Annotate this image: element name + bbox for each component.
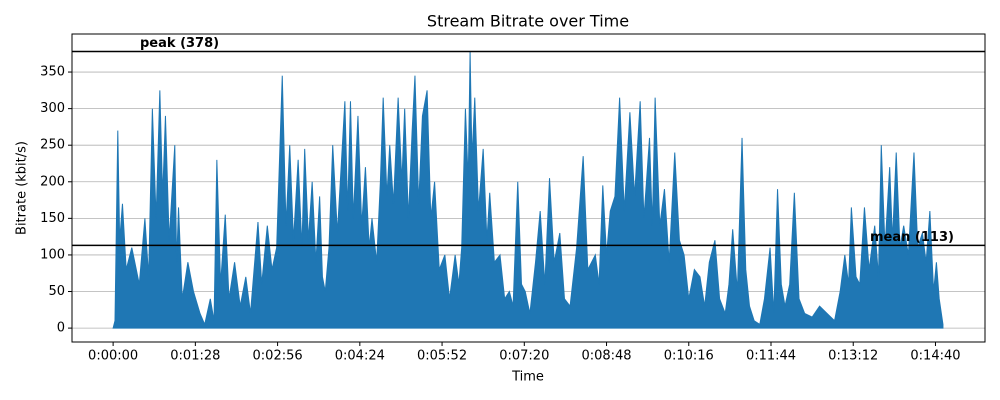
x-tick-label: 0:08:48: [581, 349, 631, 364]
x-tick-label: 0:02:56: [253, 349, 303, 364]
area: [112, 51, 944, 329]
y-tick-label: 150: [40, 211, 65, 226]
y-tick-label: 350: [40, 65, 65, 80]
y-tick-label: 50: [48, 284, 65, 299]
x-tick-label: 0:10:16: [664, 349, 714, 364]
x-tick-label: 0:07:20: [499, 349, 549, 364]
x-tick-label: 0:13:12: [828, 349, 878, 364]
x-axis-label: Time: [511, 370, 544, 385]
y-tick-label: 250: [40, 138, 65, 153]
y-tick-label: 0: [57, 321, 65, 336]
chart-title: Stream Bitrate over Time: [427, 12, 629, 31]
x-tick-label: 0:11:44: [746, 349, 796, 364]
y-axis-label: Bitrate (kbit/s): [15, 141, 30, 235]
x-tick-label: 0:01:28: [170, 349, 220, 364]
y-tick-label: 300: [40, 101, 65, 116]
y-tick-label: 100: [40, 247, 65, 262]
y-tick-label: 200: [40, 174, 65, 189]
x-tick-label: 0:00:00: [88, 349, 138, 364]
x-tick-label: 0:04:24: [335, 349, 385, 364]
x-tick-label: 0:05:52: [417, 349, 467, 364]
reference-label: peak (378): [140, 36, 219, 51]
x-tick-label: 0:14:40: [910, 349, 960, 364]
reference-label: mean (113): [870, 230, 954, 245]
plot-frame: [71, 33, 986, 343]
